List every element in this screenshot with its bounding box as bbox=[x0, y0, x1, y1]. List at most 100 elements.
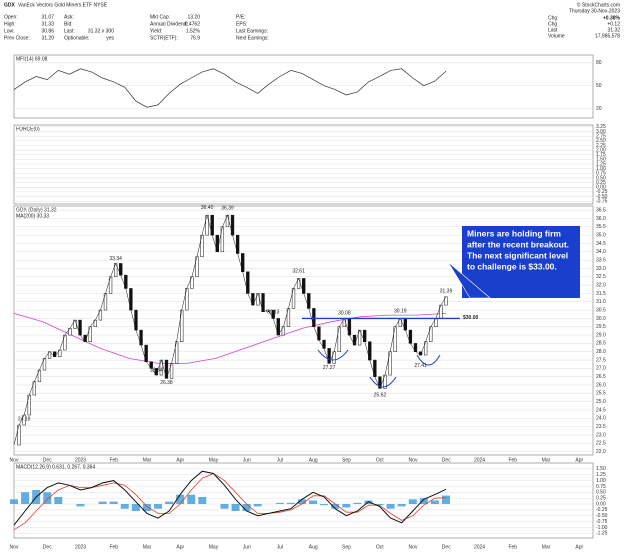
y-tick-label: 1.75 bbox=[596, 152, 606, 158]
name: VanEck Vectors Gold Miners ETF NYSE bbox=[18, 2, 108, 8]
pattern-arc bbox=[416, 354, 441, 366]
y-tick-label: 0.75 bbox=[596, 171, 606, 177]
histogram-bar bbox=[220, 504, 229, 509]
stat-label: Ask: bbox=[64, 14, 74, 20]
y-tick-label: 25.5 bbox=[596, 391, 606, 397]
x-tick-label: Aug bbox=[309, 457, 318, 463]
x-tick-label: Jul bbox=[277, 544, 283, 550]
x-tick-label: Nov bbox=[409, 544, 418, 550]
histogram-bar bbox=[419, 498, 428, 505]
x-tick-label: Feb bbox=[109, 457, 118, 463]
stat-value: 1.52% bbox=[186, 28, 201, 34]
histogram-bar bbox=[353, 502, 362, 505]
stat-value: 31.20 bbox=[41, 35, 54, 41]
y-tick-label: 33.0 bbox=[596, 266, 606, 272]
y-tick-label: 35.0 bbox=[596, 232, 606, 238]
y-tick-label: 30.5 bbox=[596, 307, 606, 313]
y-tick-label: 22.5 bbox=[596, 441, 606, 447]
y-tick-label: -1.00 bbox=[596, 525, 608, 531]
y-tick-label: 22.0 bbox=[596, 449, 606, 455]
x-tick-label: 2023 bbox=[75, 457, 86, 463]
y-tick-label: -0.75 bbox=[596, 519, 608, 525]
annotation-text: The next significant level bbox=[467, 250, 568, 260]
stat-value: 76.9 bbox=[190, 35, 200, 41]
annotation-text: to challenge is $33.00. bbox=[467, 261, 557, 271]
x-tick-label: Jun bbox=[243, 457, 251, 463]
stat-label: Mkt Cap: bbox=[150, 14, 170, 20]
symbol: GDX bbox=[4, 2, 16, 8]
x-tick-label: Oct bbox=[376, 457, 384, 463]
panel-frame bbox=[13, 124, 594, 205]
histogram-bar bbox=[187, 494, 196, 505]
x-tick-label: Apr bbox=[176, 544, 184, 550]
histogram-bar bbox=[375, 504, 384, 506]
y-tick-label: 34.5 bbox=[596, 241, 606, 247]
annotation-box bbox=[462, 226, 580, 298]
y-tick-label: 2.75 bbox=[596, 133, 606, 139]
histogram-bar bbox=[275, 502, 284, 505]
y-tick-label: 0.25 bbox=[596, 495, 606, 501]
y-tick-label: 80 bbox=[596, 60, 602, 66]
stat-label: Open: bbox=[4, 14, 18, 20]
x-tick-label: Jul bbox=[277, 457, 283, 463]
stat-label: SCTR(ETF): bbox=[150, 35, 178, 41]
x-tick-label: Dec bbox=[43, 544, 52, 550]
histogram-bar bbox=[21, 492, 30, 505]
y-tick-label: 28.0 bbox=[596, 349, 606, 355]
y-tick-label: -0.75 bbox=[596, 199, 608, 205]
pivot-label: 30.13 bbox=[267, 310, 280, 316]
stat-value: yes bbox=[106, 35, 114, 41]
stat-label: Bid: bbox=[64, 21, 73, 27]
mfi-line bbox=[13, 68, 447, 108]
y-tick-label: 35.5 bbox=[596, 224, 606, 230]
pivot-label: 27.27 bbox=[323, 365, 336, 371]
panel-title: FORCE(0) bbox=[16, 126, 40, 132]
stat-value: 0.4762 bbox=[185, 21, 201, 27]
y-tick-label: 50 bbox=[596, 83, 602, 89]
stat-value: 31.32 bbox=[607, 27, 620, 33]
histogram-bar bbox=[165, 501, 174, 505]
stat-label: Prev Close: bbox=[4, 35, 30, 41]
histogram-bar bbox=[309, 500, 318, 505]
x-tick-label: Apr bbox=[575, 544, 583, 550]
price-line bbox=[13, 214, 447, 446]
histogram-bar bbox=[98, 501, 107, 505]
y-tick-label: 27.5 bbox=[596, 357, 606, 363]
histogram-bar bbox=[154, 504, 162, 509]
panel-title: MFI(14) 69.08 bbox=[16, 56, 48, 62]
annotation-text: after the recent breakout. bbox=[467, 239, 569, 249]
x-tick-label: Feb bbox=[508, 544, 517, 550]
stat-label: EPS: bbox=[236, 21, 247, 27]
x-tick-label: 2023 bbox=[75, 544, 86, 550]
y-tick-label: 28.5 bbox=[596, 341, 606, 347]
annotation-pointer bbox=[447, 261, 491, 299]
histogram-bar bbox=[430, 500, 439, 505]
pivot-label: 26.38 bbox=[160, 380, 173, 386]
pattern-arc bbox=[317, 349, 349, 361]
pivot-label: 24.18 bbox=[18, 417, 31, 423]
macd-line bbox=[13, 470, 447, 526]
y-tick-label: 1.00 bbox=[596, 478, 606, 484]
y-tick-label: 31.0 bbox=[596, 299, 606, 305]
stat-value: 30.86 bbox=[41, 28, 54, 34]
x-tick-label: Oct bbox=[376, 544, 384, 550]
histogram-bar bbox=[54, 496, 63, 505]
y-tick-label: 0.50 bbox=[596, 490, 606, 496]
y-tick-label: 23.0 bbox=[596, 432, 606, 438]
credit: © StockCharts.com bbox=[577, 1, 620, 8]
y-tick-label: 1.50 bbox=[596, 466, 606, 472]
y-tick-label: 20 bbox=[596, 106, 602, 112]
pivot-label: 30.08 bbox=[338, 310, 351, 316]
y-tick-label: 24.0 bbox=[596, 416, 606, 422]
histogram-bar bbox=[386, 504, 395, 509]
x-tick-label: Sep bbox=[342, 457, 351, 463]
y-tick-label: 0.25 bbox=[596, 180, 606, 186]
x-tick-label: 2024 bbox=[474, 544, 485, 550]
histogram-bar bbox=[76, 504, 85, 507]
y-tick-label: -0.25 bbox=[596, 507, 608, 513]
x-tick-label: Mar bbox=[143, 457, 152, 463]
histogram-bar bbox=[286, 502, 295, 505]
x-tick-label: Apr bbox=[575, 457, 583, 463]
x-tick-label: Nov bbox=[10, 544, 19, 550]
x-tick-label: 2024 bbox=[474, 457, 485, 463]
